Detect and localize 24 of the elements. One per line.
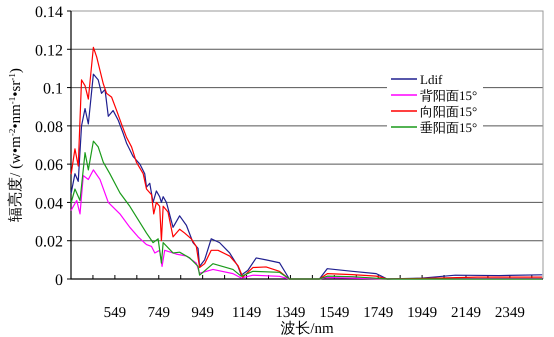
y-tick-label: 0.08: [35, 118, 63, 136]
x-tick-label: 1949: [407, 305, 438, 321]
x-tick-label: 949: [191, 305, 214, 321]
legend-label: 向阳面15°: [420, 104, 478, 119]
x-tick-label: 2349: [494, 305, 525, 321]
x-axis-title: 波长/nm: [280, 320, 334, 337]
y-tick-label: 0.04: [35, 195, 63, 212]
x-tick-label: 1149: [232, 305, 262, 321]
x-tick-label: 749: [148, 305, 170, 321]
x-tick-label: 1549: [319, 305, 350, 321]
y-tick-label: 0.12: [35, 42, 63, 60]
y-tick-label: 0.14: [35, 4, 63, 21]
x-tick-label: 1749: [363, 305, 394, 321]
y-tick-label: 0.06: [35, 157, 63, 174]
x-tick-label: 2149: [450, 305, 481, 321]
x-tick-label: 549: [104, 305, 126, 321]
y-tick-label: 0: [55, 272, 63, 289]
line-series: [70, 140, 542, 280]
y-tick-label: 0.1: [43, 80, 63, 98]
y-tick-label: 0.02: [35, 234, 63, 251]
legend-label: Ldif: [420, 72, 444, 87]
x-tick-label: 1349: [275, 305, 306, 321]
legend-label: 垂阳面15°: [420, 120, 478, 135]
legend-label: 背阳面15°: [420, 88, 478, 103]
